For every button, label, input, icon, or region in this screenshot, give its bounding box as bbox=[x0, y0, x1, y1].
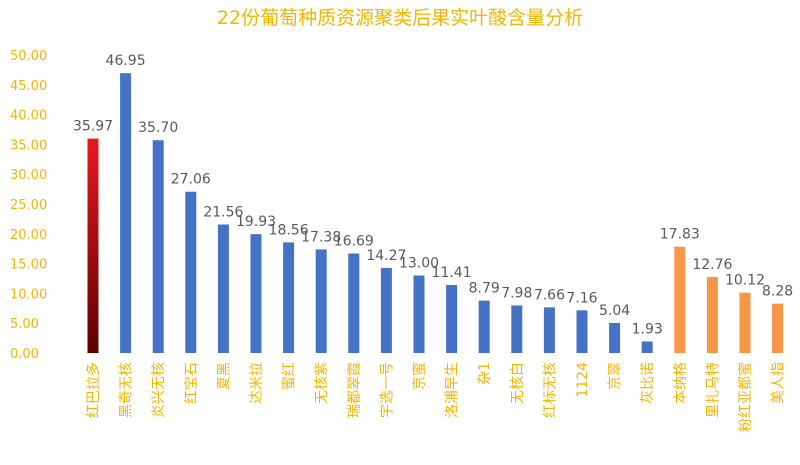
x-tick-label: 京翠 bbox=[608, 362, 624, 390]
y-tick-label: 35.00 bbox=[10, 138, 47, 153]
bar bbox=[446, 284, 458, 353]
data-label: 18.56 bbox=[269, 222, 309, 238]
bar bbox=[185, 191, 197, 353]
bar bbox=[120, 73, 132, 353]
data-label: 17.38 bbox=[301, 229, 341, 245]
x-tick-label: 1124 bbox=[575, 362, 591, 398]
bar bbox=[739, 292, 751, 353]
data-label: 11.41 bbox=[432, 265, 472, 281]
x-tick-label: 京蜜 bbox=[412, 362, 428, 390]
data-label: 12.76 bbox=[692, 257, 732, 273]
x-tick-label: 本纳格 bbox=[673, 362, 689, 404]
y-tick-label: 10.00 bbox=[10, 287, 47, 302]
x-tick-label: 无核白 bbox=[510, 362, 526, 404]
x-tick-label: 美人指 bbox=[771, 362, 787, 404]
data-label: 17.83 bbox=[660, 227, 700, 243]
y-tick-label: 25.00 bbox=[10, 198, 47, 213]
x-tick-label: 夏黑 bbox=[216, 362, 232, 390]
y-tick-label: 40.00 bbox=[10, 109, 47, 124]
x-tick-label: 红标无核 bbox=[542, 362, 558, 418]
x-tick-label: 红宝石 bbox=[184, 362, 200, 404]
y-tick-label: 15.00 bbox=[10, 258, 47, 273]
x-tick-label: 粉红亚都蜜 bbox=[738, 362, 754, 432]
bar bbox=[87, 138, 99, 353]
data-label: 5.04 bbox=[599, 303, 630, 319]
data-label: 14.27 bbox=[366, 248, 406, 264]
bar bbox=[576, 310, 588, 353]
x-tick-label: 蜜红 bbox=[282, 362, 298, 390]
data-label: 27.06 bbox=[171, 172, 211, 188]
bar bbox=[543, 307, 555, 353]
chart-title: 22份葡萄种质资源聚类后果实叶酸含量分析 bbox=[217, 7, 583, 29]
data-labels: 35.97 46.95 35.70 27.06 21.5619.9318.5617.38… bbox=[73, 53, 793, 337]
bar bbox=[348, 253, 360, 353]
data-label: 19.93 bbox=[236, 214, 276, 230]
y-tick-label: 50.00 bbox=[10, 49, 47, 64]
x-tick-label: 达米拉 bbox=[249, 362, 265, 404]
bar bbox=[511, 305, 523, 353]
data-label: 8.79 bbox=[469, 281, 500, 297]
x-tick-label: 红巴拉多 bbox=[85, 362, 102, 418]
x-axis: 红巴拉多 黑奇无核 炎兴无核 红宝石 夏黑 达米拉 蜜红 无核紫 瑞都翠霞 宇选一号 京蜜 洛浦早生杂… bbox=[85, 362, 787, 432]
bar bbox=[609, 322, 621, 353]
x-tick-label: 瑞都翠霞 bbox=[347, 362, 363, 418]
data-label: 16.69 bbox=[334, 234, 374, 250]
bar bbox=[315, 249, 327, 353]
bar bbox=[706, 276, 718, 353]
bar bbox=[217, 224, 229, 353]
bars bbox=[87, 73, 784, 353]
y-tick-label: 0.00 bbox=[10, 347, 39, 362]
x-tick-label: 黑奇无核 bbox=[118, 362, 135, 418]
x-tick-label: 灰比诺 bbox=[640, 362, 656, 404]
bar bbox=[772, 303, 784, 353]
data-label: 7.16 bbox=[566, 290, 597, 306]
x-tick-label: 宇选一号 bbox=[379, 362, 395, 418]
bar bbox=[641, 341, 653, 353]
data-label: 8.28 bbox=[762, 284, 793, 300]
data-label: 35.97 bbox=[73, 119, 113, 135]
bar bbox=[380, 267, 392, 353]
y-tick-label: 5.00 bbox=[10, 317, 39, 332]
x-tick-label: 杂1 bbox=[477, 362, 493, 385]
bar bbox=[283, 242, 295, 353]
data-label: 35.70 bbox=[138, 120, 178, 136]
y-tick-label: 45.00 bbox=[10, 79, 47, 94]
x-tick-label: 无核紫 bbox=[314, 362, 330, 404]
data-label: 13.00 bbox=[399, 256, 439, 272]
x-tick-label: 炎兴无核 bbox=[151, 362, 167, 418]
data-label: 10.12 bbox=[725, 273, 765, 289]
data-label: 7.98 bbox=[501, 285, 532, 301]
x-tick-label: 洛浦早生 bbox=[445, 362, 461, 418]
bar bbox=[152, 140, 164, 353]
y-axis: 0.00 5.00 10.00 15.00 20.00 25.00 30.00 35.00 40… bbox=[10, 49, 47, 362]
bar bbox=[674, 246, 686, 353]
data-label: 46.95 bbox=[106, 53, 146, 69]
y-tick-label: 30.00 bbox=[10, 168, 47, 183]
data-label: 7.66 bbox=[534, 287, 565, 303]
data-label: 1.93 bbox=[632, 321, 663, 337]
bar bbox=[478, 300, 490, 353]
x-tick-label: 里扎马特 bbox=[705, 362, 721, 418]
data-label: 21.56 bbox=[203, 205, 243, 221]
y-tick-label: 20.00 bbox=[10, 228, 47, 243]
bar bbox=[250, 234, 262, 353]
bar bbox=[413, 275, 425, 353]
